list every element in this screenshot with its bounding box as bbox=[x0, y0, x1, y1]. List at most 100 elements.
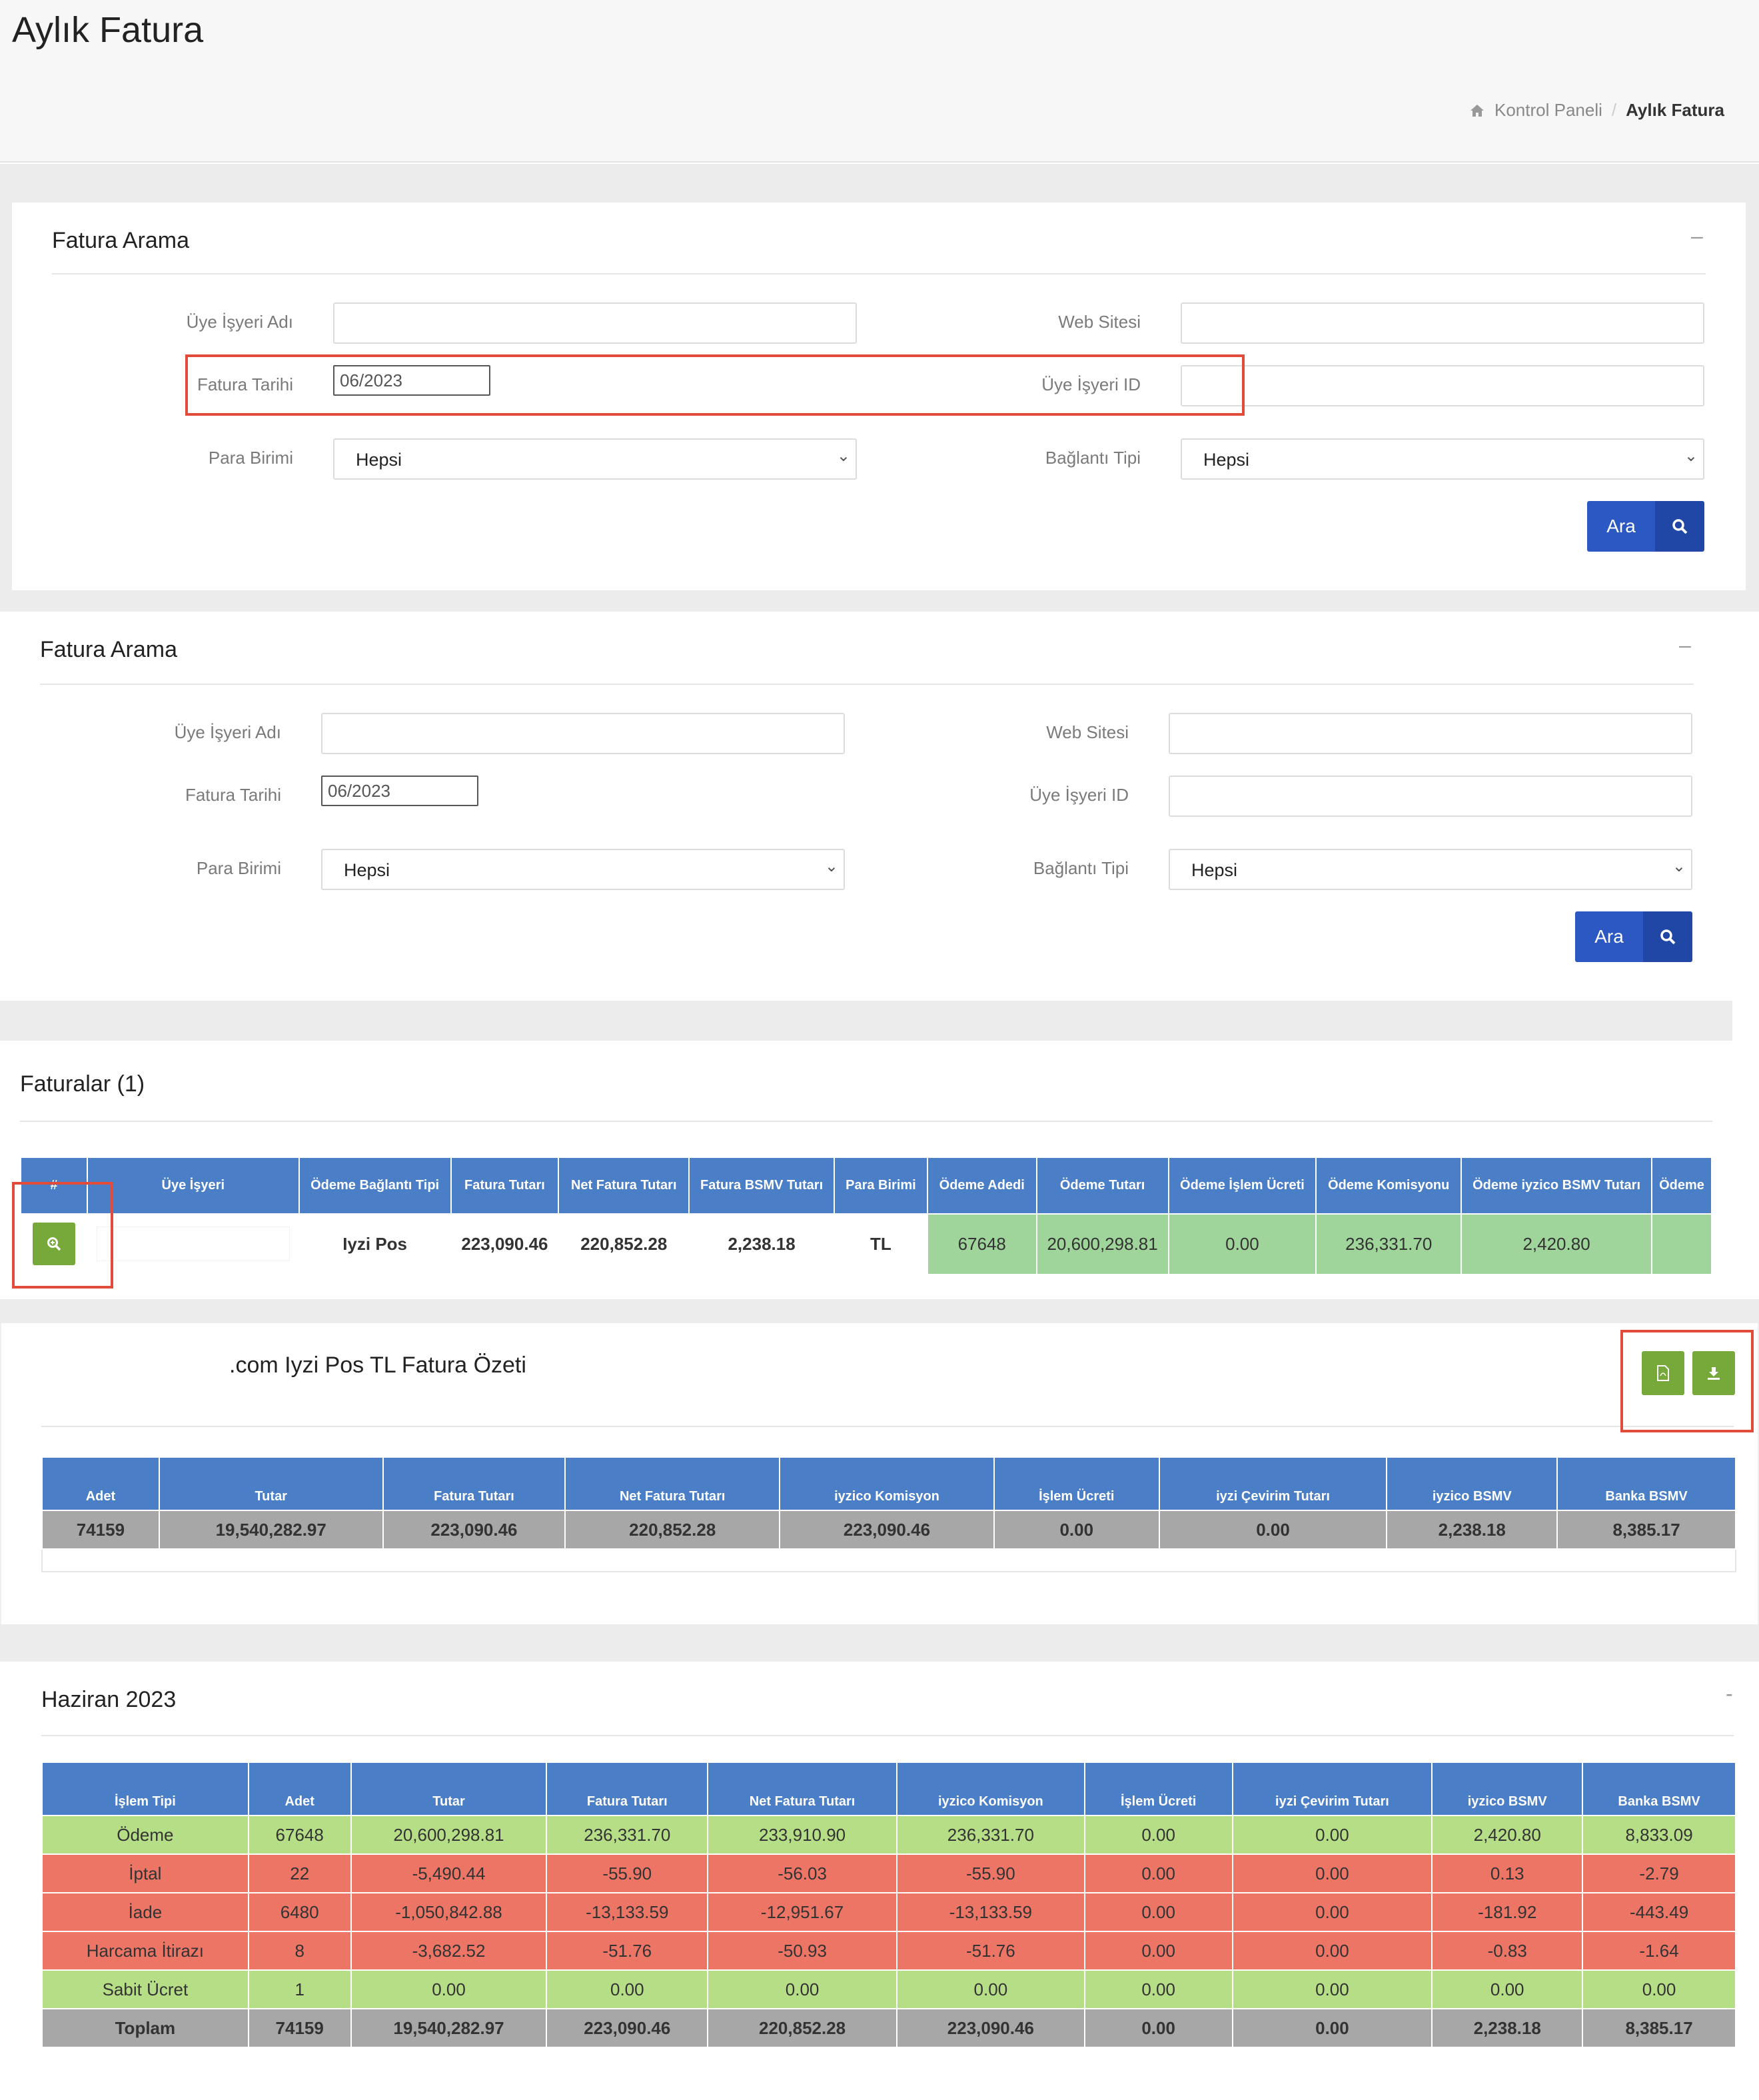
website-input[interactable] bbox=[1169, 713, 1692, 754]
table-cell: 20,600,298.81 bbox=[1035, 1213, 1169, 1275]
search-button[interactable]: Ara bbox=[1587, 501, 1704, 552]
table-cell: 0.00 bbox=[707, 1969, 897, 2009]
col-header: Fatura Tutarı bbox=[546, 1762, 709, 1816]
collapse-icon[interactable]: – bbox=[1691, 224, 1703, 248]
table-cell: -443.49 bbox=[1582, 1892, 1736, 1932]
search-panel: Fatura Arama – Üye İşyeri Adı Web Sitesi… bbox=[12, 203, 1746, 590]
merchant-name-input[interactable] bbox=[333, 302, 857, 344]
table-cell: 74159 bbox=[247, 2008, 352, 2048]
zoom-in-icon bbox=[47, 1237, 61, 1251]
view-detail-button[interactable] bbox=[32, 1223, 75, 1266]
monthly-title: Haziran 2023 bbox=[41, 1687, 177, 1712]
merchant-id-label: Üye İşyeri ID bbox=[1029, 785, 1129, 805]
table-cell: -5,490.44 bbox=[350, 1853, 548, 1893]
currency-select-value: Hepsi bbox=[344, 860, 390, 880]
invoice-date-input[interactable]: 06/2023 bbox=[333, 365, 490, 396]
divider bbox=[20, 1121, 1712, 1122]
invoice-date-input[interactable]: 06/2023 bbox=[321, 776, 478, 806]
table-cell: 74159 bbox=[41, 1510, 160, 1550]
col-header: iyzico Komisyon bbox=[895, 1762, 1085, 1816]
summary-title: .com Iyzi Pos TL Fatura Özeti bbox=[229, 1352, 526, 1378]
table-cell: 0.00 bbox=[1582, 1969, 1736, 2009]
chevron-down-icon: ⌄ bbox=[824, 857, 838, 875]
table-footer bbox=[41, 1548, 1736, 1572]
col-header: Banka BSMV bbox=[1582, 1762, 1736, 1816]
search-icon bbox=[1643, 911, 1692, 962]
merchant-id-input[interactable] bbox=[1169, 776, 1692, 817]
col-header[interactable]: # bbox=[20, 1157, 88, 1215]
export-pdf-button[interactable] bbox=[1642, 1351, 1684, 1395]
table-row: Harcama İtirazı 8 -3,682.52 -51.76 -50.93 -51… bbox=[41, 1931, 1736, 1971]
table-cell bbox=[20, 1213, 88, 1275]
download-button[interactable] bbox=[1692, 1351, 1735, 1395]
col-header[interactable]: Fatura BSMV Tutarı bbox=[688, 1157, 835, 1215]
table-cell: 19,540,282.97 bbox=[158, 1510, 384, 1550]
collapse-icon[interactable]: – bbox=[1679, 633, 1691, 657]
table-cell: 19,540,282.97 bbox=[350, 2008, 548, 2048]
table-cell: 8,385.17 bbox=[1556, 1510, 1736, 1550]
merchant-name-input[interactable] bbox=[321, 713, 845, 754]
table-cell: 0.00 bbox=[1431, 1969, 1584, 2009]
collapse-icon[interactable]: - bbox=[1726, 1682, 1733, 1706]
table-footer bbox=[41, 2047, 1736, 2079]
col-header[interactable]: Ödeme Adedi bbox=[926, 1157, 1037, 1215]
table-cell: 0.00 bbox=[895, 1969, 1085, 2009]
connection-type-label: Bağlantı Tipi bbox=[1033, 858, 1129, 878]
col-header[interactable]: Üye İşyeri bbox=[86, 1157, 300, 1215]
annotation-highlight bbox=[12, 1182, 113, 1289]
chevron-down-icon: ⌄ bbox=[1672, 857, 1686, 875]
connection-type-label: Bağlantı Tipi bbox=[1045, 448, 1141, 468]
table-cell: 2,238.18 bbox=[1386, 1510, 1558, 1550]
col-header[interactable]: Ödeme Tutarı bbox=[1035, 1157, 1169, 1215]
breadcrumb-home[interactable]: Kontrol Paneli bbox=[1494, 100, 1602, 120]
table-cell: 223,090.46 bbox=[450, 1213, 560, 1275]
divider-band bbox=[0, 164, 12, 590]
table-cell: -3,682.52 bbox=[350, 1931, 548, 1971]
col-header[interactable]: Ödeme İşlem Ücreti bbox=[1167, 1157, 1317, 1215]
table-cell: 0.00 bbox=[1083, 1892, 1233, 1932]
table-cell: 0.00 bbox=[1231, 1815, 1433, 1855]
col-header[interactable]: Ödeme iyzico BSMV Tutarı bbox=[1461, 1157, 1652, 1215]
invoices-table: # Üye İşyeri Ödeme Bağlantı Tipi Fatura … bbox=[20, 1157, 1713, 1300]
divider-band bbox=[0, 1624, 1759, 1662]
table-cell: -56.03 bbox=[707, 1853, 897, 1893]
merchant-id-input[interactable] bbox=[1181, 365, 1704, 406]
connection-type-select[interactable]: Hepsi ⌄ bbox=[1169, 849, 1692, 890]
search-icon bbox=[1655, 501, 1704, 552]
export-buttons bbox=[1642, 1351, 1735, 1395]
table-cell: -181.92 bbox=[1431, 1892, 1584, 1932]
table-cell: 0.00 bbox=[1158, 1510, 1388, 1550]
col-header: İşlem Ücreti bbox=[1083, 1762, 1233, 1816]
table-cell: 0.00 bbox=[546, 1969, 709, 2009]
download-icon bbox=[1708, 1367, 1720, 1380]
invoice-date-label: Fatura Tarihi bbox=[197, 374, 293, 394]
table-cell: 236,331.70 bbox=[546, 1815, 709, 1855]
col-header[interactable]: Ödeme Bağlantı Tipi bbox=[298, 1157, 452, 1215]
col-header[interactable]: Fatura Tutarı bbox=[450, 1157, 560, 1215]
table-cell: 0.00 bbox=[1083, 2008, 1233, 2048]
table-cell: 0.13 bbox=[1431, 1853, 1584, 1893]
invoices-title: Faturalar (1) bbox=[20, 1071, 145, 1097]
table-cell: İade bbox=[41, 1892, 249, 1932]
col-header[interactable]: Net Fatura Tutarı bbox=[558, 1157, 690, 1215]
table-row: İade 6480 -1,050,842.88 -13,133.59 -12,951.6… bbox=[41, 1892, 1736, 1932]
website-input[interactable] bbox=[1181, 302, 1704, 344]
table-cell: 0.00 bbox=[1231, 1892, 1433, 1932]
currency-select[interactable]: Hepsi ⌄ bbox=[333, 438, 857, 480]
col-header[interactable]: Ödeme bbox=[1650, 1157, 1713, 1215]
table-cell: 0.00 bbox=[1083, 1969, 1233, 2009]
connection-type-select[interactable]: Hepsi ⌄ bbox=[1181, 438, 1704, 480]
col-header: iyzico BSMV bbox=[1386, 1456, 1558, 1511]
col-header[interactable]: Ödeme Komisyonu bbox=[1315, 1157, 1463, 1215]
table-cell: 2,238.18 bbox=[688, 1213, 835, 1275]
table-cell: 220,852.28 bbox=[558, 1213, 690, 1275]
merchant-name-redacted bbox=[41, 1339, 221, 1372]
col-header[interactable]: Para Birimi bbox=[834, 1157, 928, 1215]
pdf-file-icon bbox=[1657, 1365, 1669, 1381]
search-button[interactable]: Ara bbox=[1575, 911, 1692, 962]
table-cell: Harcama İtirazı bbox=[41, 1931, 249, 1971]
page-title: Aylık Fatura bbox=[12, 10, 204, 50]
home-icon[interactable] bbox=[1469, 103, 1485, 118]
currency-select[interactable]: Hepsi ⌄ bbox=[321, 849, 845, 890]
col-header: Tutar bbox=[158, 1456, 384, 1511]
